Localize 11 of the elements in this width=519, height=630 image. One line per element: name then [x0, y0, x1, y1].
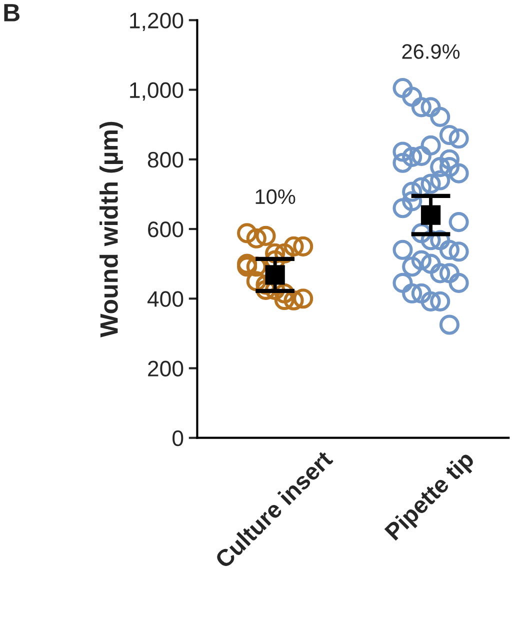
y-tick-label: 200 [148, 360, 184, 377]
annotation: 10% [256, 189, 296, 204]
y-tick-label: 400 [147, 291, 184, 307]
y-axis-title: Wound width (µm) [100, 122, 123, 338]
y-tick-label: 0 [172, 430, 184, 446]
y-tick-label: 1,000 [130, 82, 184, 101]
y-tick-label: 800 [148, 152, 184, 168]
y-tick-label: 600 [148, 222, 184, 238]
text: B [4, 4, 20, 22]
annotation: 26.9% [402, 44, 460, 59]
y-tick-label: 1,200 [130, 12, 184, 32]
